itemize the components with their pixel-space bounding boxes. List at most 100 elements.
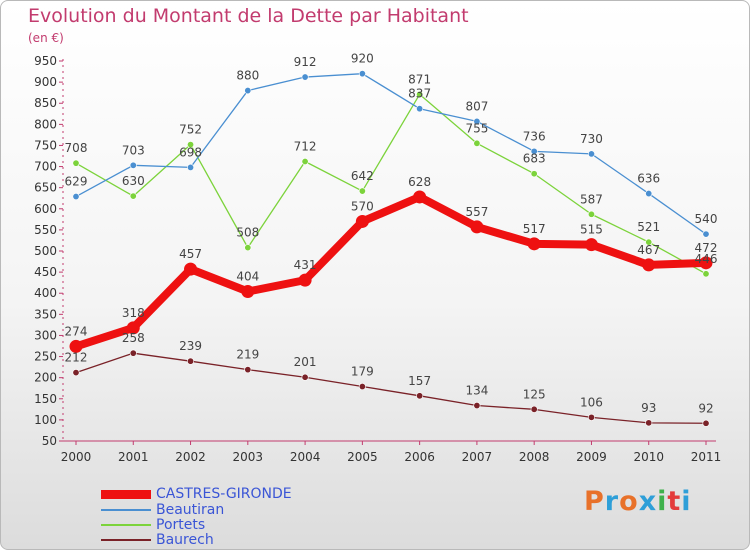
data-label: 472 xyxy=(695,241,718,255)
x-tick-label: 2001 xyxy=(118,450,149,464)
data-point xyxy=(355,214,369,228)
y-tick-label: 550 xyxy=(34,223,57,237)
series-lines xyxy=(72,73,710,424)
data-label: 752 xyxy=(179,123,202,137)
data-label: 212 xyxy=(65,351,88,365)
data-point xyxy=(358,70,366,78)
data-point xyxy=(72,193,80,201)
data-point xyxy=(702,270,710,278)
data-label: 274 xyxy=(65,324,88,338)
data-label: 630 xyxy=(122,174,145,188)
data-point xyxy=(244,366,252,374)
logo-letter: r xyxy=(604,486,620,517)
data-label: 557 xyxy=(465,205,488,219)
data-point xyxy=(298,273,312,287)
y-tick-label: 700 xyxy=(34,160,57,174)
data-point xyxy=(129,192,137,200)
data-label: 683 xyxy=(523,152,546,166)
data-label: 521 xyxy=(637,220,660,234)
data-label: 134 xyxy=(465,384,488,398)
data-label: 125 xyxy=(523,387,546,401)
y-tick-label: 950 xyxy=(34,54,57,68)
legend-label: Baurech xyxy=(156,532,214,548)
data-point xyxy=(69,339,83,353)
x-tick-label: 2004 xyxy=(290,450,321,464)
x-tick-label: 2005 xyxy=(347,450,378,464)
legend-label: Beautiran xyxy=(156,502,225,518)
data-point xyxy=(587,413,595,421)
series-line-castres-gironde xyxy=(72,192,710,351)
x-tick-label: 2002 xyxy=(175,450,206,464)
data-point xyxy=(72,369,80,377)
y-tick-label: 350 xyxy=(34,307,57,321)
data-label: 540 xyxy=(695,212,718,226)
x-tick-label: 2006 xyxy=(404,450,435,464)
data-label: 698 xyxy=(179,145,202,159)
data-label: 219 xyxy=(236,348,259,362)
legend-swatch xyxy=(101,524,151,526)
x-tick-label: 2011 xyxy=(691,450,722,464)
data-label: 837 xyxy=(408,87,431,101)
data-point xyxy=(416,90,424,98)
data-label: 157 xyxy=(408,374,431,388)
data-point xyxy=(301,157,309,165)
legend-label: Portets xyxy=(156,517,206,533)
y-tick-label: 650 xyxy=(34,181,57,195)
data-point xyxy=(72,159,80,167)
data-label: 517 xyxy=(523,222,546,236)
y-tick-label: 150 xyxy=(34,392,57,406)
data-label: 880 xyxy=(236,69,259,83)
y-tick-label: 250 xyxy=(34,350,57,364)
data-label: 431 xyxy=(294,258,317,272)
data-label: 318 xyxy=(122,306,145,320)
data-point xyxy=(416,392,424,400)
data-label: 712 xyxy=(294,139,317,153)
y-tick-label: 500 xyxy=(34,244,57,258)
axes: 50 100 150 200 250 300 350 400 450 500 550 600 650 70… xyxy=(34,54,721,464)
series-line-beautiran xyxy=(75,73,707,235)
data-label: 636 xyxy=(637,172,660,186)
y-tick-label: 300 xyxy=(34,328,57,342)
data-point xyxy=(244,87,252,95)
data-point xyxy=(699,256,713,270)
logo-letter: i xyxy=(681,486,692,517)
data-point xyxy=(473,402,481,410)
data-point xyxy=(530,405,538,413)
data-label: 642 xyxy=(351,169,374,183)
data-point xyxy=(527,237,541,251)
data-label: 258 xyxy=(122,331,145,345)
series-line-baurech xyxy=(75,352,707,424)
data-label: 457 xyxy=(179,247,202,261)
data-point xyxy=(470,220,484,234)
x-tick-label: 2010 xyxy=(633,450,664,464)
data-point xyxy=(473,117,481,125)
data-label: 629 xyxy=(65,175,88,189)
data-point xyxy=(642,258,656,272)
data-point xyxy=(129,161,137,169)
y-tick-label: 800 xyxy=(34,117,57,131)
data-label: 730 xyxy=(580,132,603,146)
y-tick-label: 750 xyxy=(34,138,57,152)
data-point xyxy=(358,383,366,391)
proxiti-logo[interactable]: Proxiti xyxy=(584,486,692,517)
data-label: 201 xyxy=(294,355,317,369)
data-point xyxy=(416,105,424,113)
data-label: 93 xyxy=(641,401,656,415)
x-tick-label: 2008 xyxy=(519,450,550,464)
data-labels: 274 318 457 404 431 570 628 557 517 515 467 472 629 7… xyxy=(65,52,718,416)
y-tick-label: 50 xyxy=(42,434,57,448)
data-label: 570 xyxy=(351,199,374,213)
data-point xyxy=(584,238,598,252)
y-tick-label: 600 xyxy=(34,202,57,216)
data-label: 446 xyxy=(695,252,718,266)
data-label: 920 xyxy=(351,52,374,66)
data-label: 628 xyxy=(408,175,431,189)
data-point xyxy=(187,357,195,365)
data-label: 587 xyxy=(580,192,603,206)
y-tick-label: 200 xyxy=(34,371,57,385)
logo-letter: i xyxy=(657,486,668,517)
data-label: 467 xyxy=(637,243,660,257)
data-label: 871 xyxy=(408,72,431,86)
